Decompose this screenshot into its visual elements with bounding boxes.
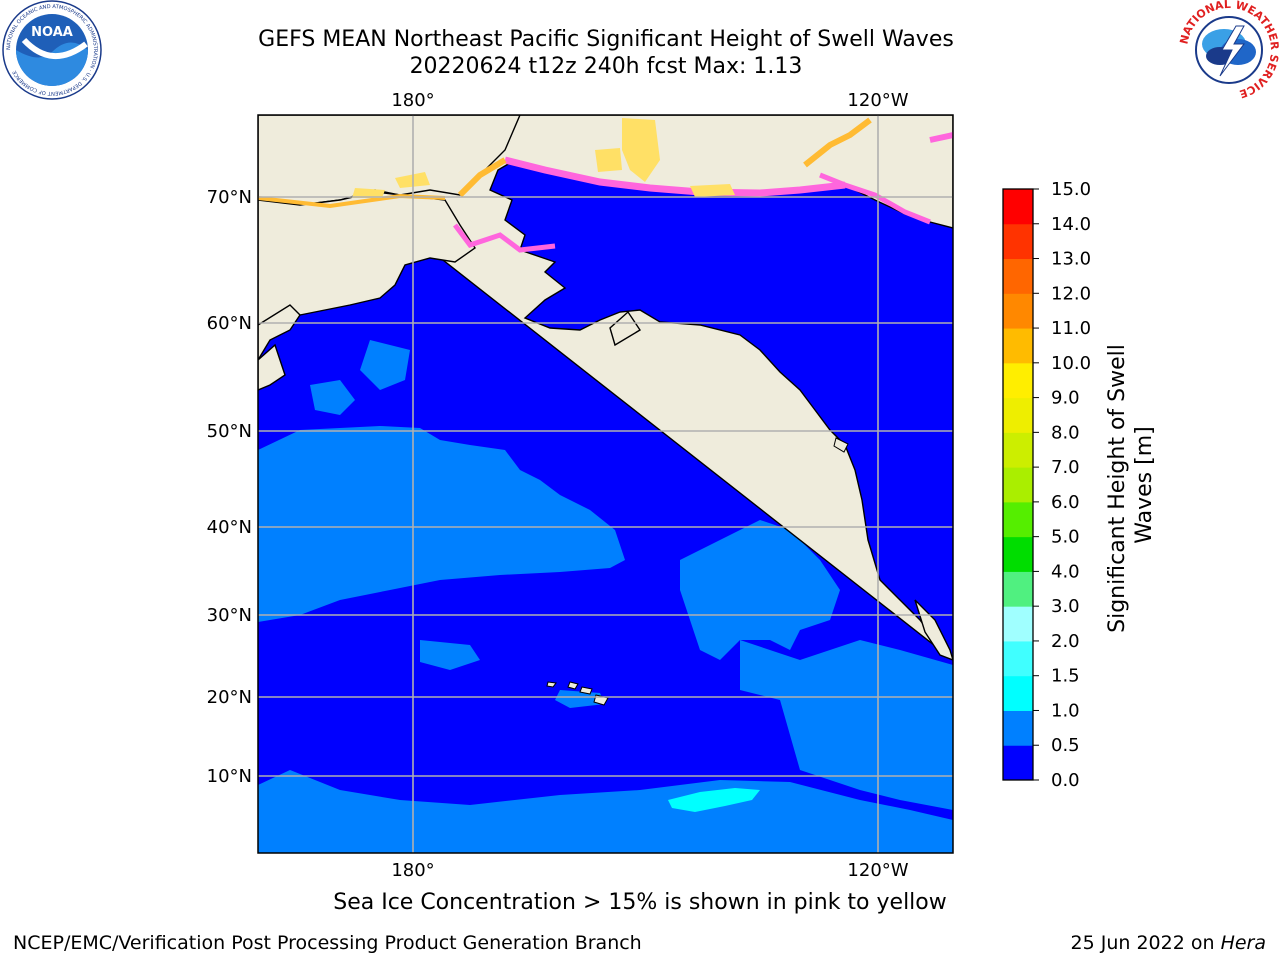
colorbar-tick-label: 2.0 xyxy=(1051,631,1080,652)
lat-label-50n: 50°N xyxy=(207,421,252,442)
colorbar-segment xyxy=(1003,745,1033,781)
noaa-text: NOAA xyxy=(31,25,73,40)
colorbar-segment xyxy=(1003,258,1033,294)
colorbar-segment xyxy=(1003,710,1033,746)
lon-label-top-180: 180° xyxy=(391,90,434,111)
footer-left: NCEP/EMC/Verification Post Processing Pr… xyxy=(13,932,642,954)
lon-label-top-120w: 120°W xyxy=(847,90,908,111)
lat-label-70n: 70°N xyxy=(207,187,252,208)
colorbar-tick-label: 15.0 xyxy=(1051,179,1091,200)
footer-host: Hera xyxy=(1220,932,1266,954)
lat-label-60n: 60°N xyxy=(207,313,252,334)
colorbar-tick-label: 11.0 xyxy=(1051,318,1091,339)
colorbar-tick-label: 12.0 xyxy=(1051,283,1091,304)
colorbar-tick-label: 7.0 xyxy=(1051,457,1080,478)
colorbar-tick-label: 6.0 xyxy=(1051,492,1080,513)
sea-ice-yellow-patches xyxy=(352,118,735,198)
lon-label-bottom-180: 180° xyxy=(391,860,434,881)
colorbar-segment xyxy=(1003,675,1033,711)
colorbar-tick-label: 0.0 xyxy=(1051,770,1080,791)
colorbar-tick-label: 13.0 xyxy=(1051,249,1091,270)
sea-ice-caption: Sea Ice Concentration > 15% is shown in … xyxy=(333,890,947,915)
colorbar-tick-label: 14.0 xyxy=(1051,214,1091,235)
colorbar-tick-label: 1.0 xyxy=(1051,700,1080,721)
colorbar-tick-label: 3.0 xyxy=(1051,596,1080,617)
nws-logo: NATIONAL WEATHER SERVICE xyxy=(1178,0,1280,100)
colorbar-segment xyxy=(1003,189,1033,225)
map-frame xyxy=(257,114,954,854)
colorbar-tick-label: 4.0 xyxy=(1051,561,1080,582)
colorbar-segment xyxy=(1003,640,1033,677)
noaa-logo: NATIONAL OCEANIC AND ATMOSPHERIC ADMINIS… xyxy=(2,0,102,100)
footer-right: 25 Jun 2022 on Hera xyxy=(1071,932,1266,954)
lon-label-bottom-120w: 120°W xyxy=(847,860,908,881)
colorbar-tick-label: 0.5 xyxy=(1051,735,1080,756)
lat-label-10n: 10°N xyxy=(207,766,252,787)
chart-subtitle: 20220624 t12z 240h fcst Max: 1.13 xyxy=(409,54,803,79)
colorbar-segment xyxy=(1003,536,1033,572)
colorbar-tick-label: 10.0 xyxy=(1051,353,1091,374)
colorbar-segment xyxy=(1003,501,1033,538)
land-areas xyxy=(258,115,953,661)
colorbar-tick-label: 9.0 xyxy=(1051,388,1080,409)
colorbar-segment xyxy=(1003,397,1033,433)
colorbar-frame xyxy=(1002,188,1034,781)
colorbar-segment xyxy=(1003,606,1033,642)
sea-ice xyxy=(258,117,953,253)
graticule xyxy=(258,115,953,853)
colorbar-tick-label: 1.5 xyxy=(1051,666,1080,687)
colorbar-segment xyxy=(1003,328,1033,364)
colorbar-tick-label: 5.0 xyxy=(1051,527,1080,548)
lat-label-40n: 40°N xyxy=(207,517,252,538)
chart-title: GEFS MEAN Northeast Pacific Significant … xyxy=(258,27,954,52)
colorbar-segment xyxy=(1003,432,1033,468)
colorbar-segment xyxy=(1003,293,1033,329)
colorbar xyxy=(1003,189,1033,781)
colorbar-tick-label: 8.0 xyxy=(1051,422,1080,443)
footer-date: 25 Jun 2022 on xyxy=(1070,932,1221,954)
swell-1p0-1p5-region xyxy=(668,788,760,812)
colorbar-segment xyxy=(1003,467,1033,503)
colorbar-segment xyxy=(1003,571,1033,607)
colorbar-segment xyxy=(1003,223,1033,260)
colorbar-ticks: 0.0 0.5 1.0 1.5 2.0 3.0 4.0 5.0 6.0 7.0 8.0 9.0 10.0… xyxy=(1033,179,1091,791)
colorbar-segment xyxy=(1003,362,1033,399)
colorbar-label: Significant Height of Swell Waves [m] xyxy=(1105,337,1157,633)
lat-label-20n: 20°N xyxy=(207,687,252,708)
lat-label-30n: 30°N xyxy=(207,605,252,626)
